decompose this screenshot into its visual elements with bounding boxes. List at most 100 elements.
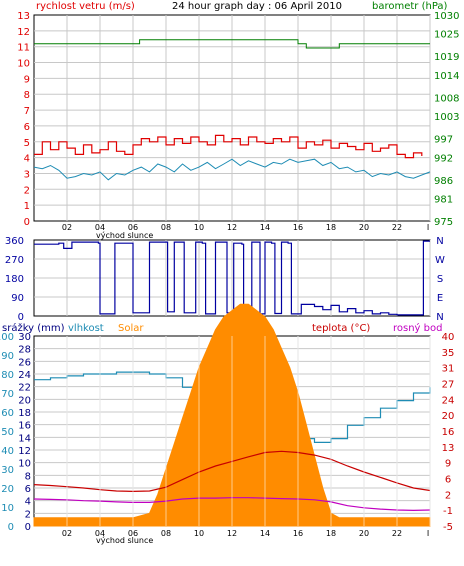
- direction-degree-tick: 0: [18, 312, 24, 323]
- chart-title: 24 hour graph day : 06 April 2010: [172, 1, 342, 12]
- humidity-tick: 60: [1, 408, 14, 419]
- precip-tick: 30: [18, 332, 31, 343]
- wind-speed-tick: 1: [24, 201, 30, 212]
- sunrise-label-bottom: východ slunce: [96, 536, 153, 545]
- x-tick-label: 20: [359, 529, 369, 538]
- temperature-tick: 9: [445, 459, 451, 470]
- precip-tick: 2: [25, 509, 31, 520]
- temperature-tick: 35: [442, 348, 455, 359]
- x-tick-label: 10: [194, 529, 204, 538]
- x-tick-label: 08: [161, 529, 171, 538]
- x-tick-label: 20: [359, 223, 369, 232]
- temperature-tick: 13: [442, 443, 455, 454]
- precip-tick: 4: [25, 497, 31, 508]
- x-tick-label: 04: [95, 529, 105, 538]
- x-tick-label: 02: [62, 223, 72, 232]
- barometer-tick: 1030: [434, 11, 459, 22]
- direction-compass-tick: E: [437, 293, 443, 304]
- sunrise-label-top: východ slunce: [96, 231, 153, 240]
- precip-tick: 8: [25, 471, 31, 482]
- x-tick-label: 18: [326, 223, 336, 232]
- x-tick-label: 14: [260, 529, 270, 538]
- x-tick-label: 14: [260, 223, 270, 232]
- x-tick-label: 06: [128, 529, 138, 538]
- x-tick-label: 02: [62, 529, 72, 538]
- direction-degree-tick: 360: [5, 236, 24, 247]
- precip-tick: 14: [18, 433, 31, 444]
- wind-speed-tick: 8: [24, 90, 30, 101]
- barometer-tick: 1008: [434, 93, 459, 104]
- barometer-tick: 1003: [434, 112, 459, 123]
- wind-speed-tick: 0: [24, 217, 30, 228]
- barometer-tick: 981: [434, 195, 453, 206]
- temperature-tick: 27: [442, 380, 455, 391]
- temperature-label: teplota (°C): [312, 323, 370, 334]
- barometer-tick: 997: [434, 135, 453, 146]
- barometer-tick: 975: [434, 217, 453, 228]
- x-tick-label: 18: [326, 529, 336, 538]
- direction-degree-tick: 270: [5, 255, 24, 266]
- temperature-tick: 16: [442, 427, 455, 438]
- humidity-tick: 100: [0, 332, 14, 343]
- barometer-axis-label: barometr (hPa): [372, 1, 448, 12]
- precip-tick: 28: [18, 345, 31, 356]
- x-tick-label: 12: [227, 529, 237, 538]
- x-tick-label: I: [427, 223, 429, 232]
- solar-label: Solar: [118, 323, 144, 334]
- precip-humidity-ticks: 0246810121416182022242628300102030405060…: [0, 332, 31, 533]
- wind-panel-x-ticks: 02 04 06 08 10 12 14 16 18 20 22 I: [62, 223, 429, 232]
- temperature-tick: 24: [442, 395, 455, 406]
- precip-tick: 10: [18, 459, 31, 470]
- wind-speed-tick: 2: [24, 185, 30, 196]
- wind-speed-tick: 6: [24, 122, 30, 133]
- precip-tick: 20: [18, 395, 31, 406]
- dew-point-label: rosný bod: [393, 322, 442, 334]
- x-tick-label: 16: [293, 529, 303, 538]
- direction-compass-tick: W: [435, 255, 445, 266]
- humidity-tick: 90: [1, 351, 14, 362]
- temperature-tick: 2: [445, 490, 451, 501]
- precip-tick: 0: [25, 522, 31, 533]
- x-tick-label: I: [427, 529, 429, 538]
- precip-tick: 24: [18, 370, 31, 381]
- wind-panel-grid: [34, 15, 431, 221]
- barometer-ticks: 975 981 986 992 997 1003 1008 1014 1019 1025 1030: [434, 11, 459, 228]
- x-tick-label: 12: [227, 223, 237, 232]
- wind-speed-tick: 12: [17, 27, 30, 38]
- weather-panel-x-ticks: 02 04 06 08 10 12 14 16 18 20 22 I: [62, 529, 429, 538]
- temperature-tick: -1: [443, 506, 453, 517]
- series-line-red: [34, 134, 423, 159]
- precip-tick: 12: [18, 446, 31, 457]
- precip-tick: 6: [25, 484, 31, 495]
- barometer-tick: 1014: [434, 71, 459, 82]
- x-tick-label: 08: [161, 223, 171, 232]
- humidity-tick: 70: [1, 389, 14, 400]
- humidity-tick: 20: [1, 484, 14, 495]
- precip-axis-label: srážky (mm): [2, 322, 65, 334]
- direction-degree-tick: 180: [5, 274, 24, 285]
- x-tick-label: 22: [392, 529, 402, 538]
- temperature-ticks: -5 -1 2 6 9 13 16 20 24 27 31 35 40: [442, 332, 455, 533]
- humidity-tick: 80: [1, 370, 14, 381]
- direction-compass-tick: S: [437, 274, 443, 285]
- wind-speed-tick: 13: [17, 11, 30, 22]
- weather-panel-series: [33, 303, 431, 527]
- barometer-tick: 992: [434, 153, 453, 164]
- wind-speed-tick: 4: [24, 154, 30, 165]
- direction-compass-tick: N: [436, 236, 443, 247]
- precip-tick: 26: [18, 357, 31, 368]
- humidity-tick: 30: [1, 465, 14, 476]
- barometer-tick: 986: [434, 176, 453, 187]
- x-tick-label: 04: [95, 223, 105, 232]
- precip-tick: 22: [18, 383, 31, 394]
- humidity-tick: 40: [1, 446, 14, 457]
- precip-tick: 16: [18, 421, 31, 432]
- humidity-tick: 0: [8, 522, 14, 533]
- x-tick-label: 06: [128, 223, 138, 232]
- temperature-tick: 6: [445, 475, 451, 486]
- x-tick-label: 16: [293, 223, 303, 232]
- wind-speed-tick: 5: [24, 138, 30, 149]
